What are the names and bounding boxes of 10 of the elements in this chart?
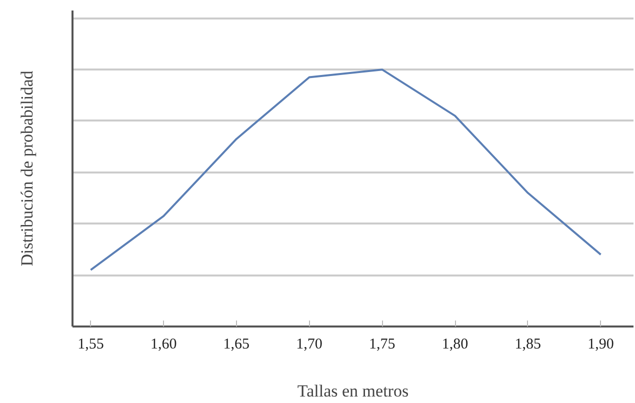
x-tick-label: 1,85 [514,336,541,352]
x-axis-title: Tallas en metros [297,382,409,400]
x-tick-label: 1,60 [150,336,177,352]
x-tick-label: 1,90 [588,336,614,352]
x-tick-label: 1,75 [369,336,396,352]
x-tick-label: 1,80 [442,336,468,352]
y-axis-title: Distribución de probabilidad [18,70,36,266]
x-tick-label: 1,70 [296,336,322,352]
x-tick-label: 1,65 [223,336,250,352]
x-tick-label: 1,55 [78,336,104,352]
